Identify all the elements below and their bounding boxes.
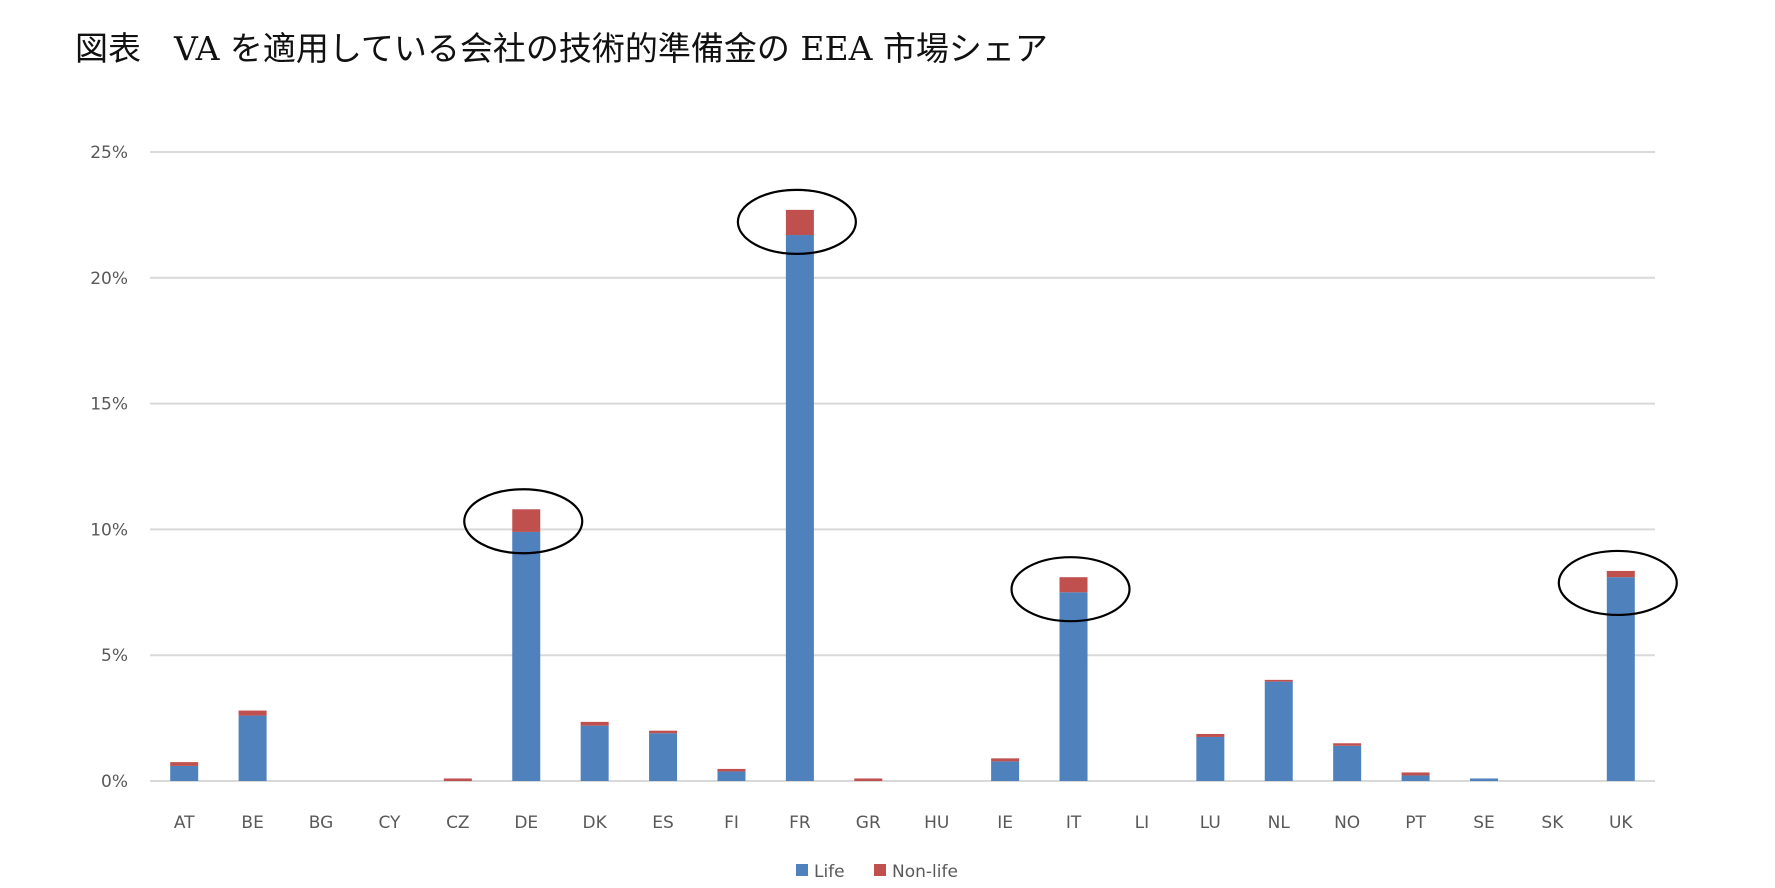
highlight-ellipse-uk [1557, 549, 1678, 617]
bar-be-non-life [238, 710, 267, 716]
y-tick-label: 20% [90, 269, 128, 289]
y-tick-label: 10% [90, 520, 128, 540]
bar-lu-life [1196, 736, 1225, 781]
x-tick-label: FI [724, 813, 739, 833]
bar-es-life [649, 733, 678, 781]
bar-nl-life [1264, 681, 1293, 781]
gridlines [150, 151, 1655, 782]
bar-fr-life [785, 235, 814, 781]
x-tick-label: LI [1135, 813, 1150, 833]
x-tick-label: DK [583, 813, 608, 833]
bar-fr-non-life [785, 209, 814, 236]
legend-swatch-non-life [874, 864, 886, 876]
x-tick-label: DE [514, 813, 538, 833]
bar-lu-non-life [1196, 733, 1225, 737]
bar-no-non-life [1333, 743, 1362, 746]
x-tick-label: NO [1334, 813, 1360, 833]
bar-de-non-life [512, 509, 541, 532]
x-tick-label: HU [924, 813, 949, 833]
bar-it-non-life [1059, 577, 1088, 593]
y-tick-label: 25% [90, 143, 128, 163]
bar-fi-life [717, 771, 746, 781]
x-tick-label: SE [1473, 813, 1495, 833]
x-tick-label: CZ [446, 813, 470, 833]
highlight-ellipses [463, 188, 1678, 623]
bar-at-life [170, 765, 199, 781]
x-tick-label: NL [1268, 813, 1291, 833]
highlight-ellipse-it [1010, 556, 1131, 623]
bar-fi-non-life [717, 768, 746, 772]
x-tick-label: IE [997, 813, 1013, 833]
legend-label: Non-life [892, 862, 958, 882]
x-axis-labels: AT BE BG CY CZ DE DK ES FI FR GR HU IE IT LI LU NL NO PT SE… [174, 813, 1634, 833]
x-tick-label: GR [856, 813, 881, 833]
y-tick-label: 0% [101, 772, 128, 792]
y-tick-label: 15% [90, 395, 128, 415]
chart-title: 図表 VA を適用している会社の技術的準備金の EEA 市場シェア [75, 29, 1048, 68]
x-tick-label: BG [309, 813, 334, 833]
bar-nl-non-life [1264, 679, 1293, 682]
bar-no-life [1333, 745, 1362, 781]
y-tick-label: 5% [101, 646, 128, 666]
bar-pt-non-life [1401, 772, 1430, 776]
y-axis-ticks: 0% 5% 10% 15% 20% 25% [90, 143, 128, 792]
x-tick-label: LU [1200, 813, 1221, 833]
x-tick-label: PT [1405, 813, 1426, 833]
bars [170, 209, 1635, 781]
bar-es-non-life [649, 730, 678, 734]
bar-uk-life [1606, 577, 1635, 781]
x-tick-label: BE [241, 813, 263, 833]
bar-uk-non-life [1606, 570, 1635, 578]
x-tick-label: CY [378, 813, 401, 833]
bar-be-life [238, 715, 267, 781]
bar-gr-non-life [854, 778, 883, 781]
bar-dk-non-life [580, 721, 609, 726]
x-tick-label: UK [1609, 813, 1633, 833]
bar-at-non-life [170, 762, 199, 766]
legend-swatch-life [796, 864, 808, 876]
bar-de-life [512, 531, 541, 781]
x-tick-label: AT [174, 813, 195, 833]
legend: Life Non-life [796, 862, 958, 882]
x-tick-label: FR [789, 813, 811, 833]
bar-dk-life [580, 725, 609, 781]
bar-cz-non-life [443, 778, 472, 781]
highlight-ellipse-de [463, 488, 584, 555]
highlight-ellipse-fr [736, 188, 857, 255]
x-tick-label: SK [1541, 813, 1564, 833]
bar-ie-life [991, 761, 1020, 781]
x-tick-label: ES [652, 813, 674, 833]
legend-label: Life [814, 862, 845, 882]
bar-pt-life [1401, 775, 1430, 781]
bar-se-life [1469, 778, 1498, 781]
x-tick-label: IT [1066, 813, 1082, 833]
bar-it-life [1059, 592, 1088, 781]
bar-ie-non-life [991, 758, 1020, 762]
